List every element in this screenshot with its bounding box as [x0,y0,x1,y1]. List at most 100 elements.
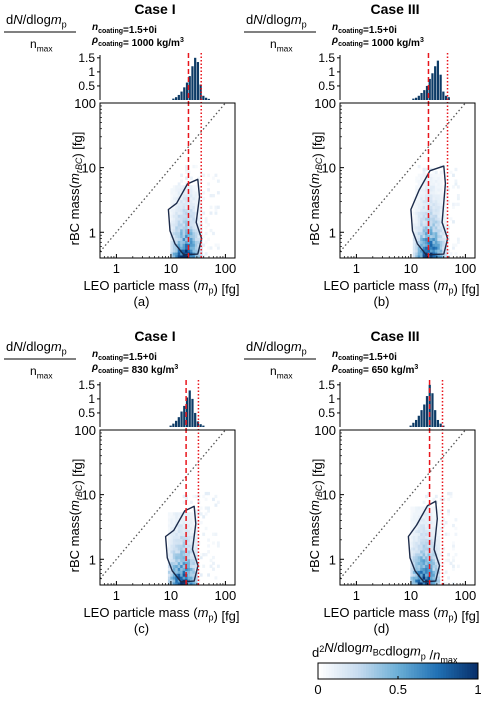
hist-bar [174,97,178,100]
heatmap-cell [199,231,203,236]
y-tick-label: 10 [322,488,336,503]
heatmap-cell [172,573,176,577]
colorbar-title-part: d [312,645,319,660]
colorbar-cell [475,663,479,679]
heatmap-cell [182,234,186,239]
heatmap-cell [454,526,458,531]
heatmap-cell [412,506,416,510]
heatmap-cell [175,246,179,250]
x-tick-label: 100 [455,588,477,603]
heatmap-cell [417,570,421,574]
heatmap-cell [202,532,206,536]
n-coating-label-part: coating [98,28,123,35]
case-title: Case I [134,328,175,344]
heatmap-cell [192,515,196,519]
hist-label-numerator: dN/dlogmp [246,339,307,357]
heatmap-cell [182,240,186,244]
heatmap-cell [185,567,188,571]
heatmap-cell [415,547,419,551]
hist-label-denominator-part: max [37,370,54,380]
heatmap-cell [437,538,441,542]
heatmap-cell [425,544,428,548]
heatmap-cell [429,196,433,201]
heatmap-cell [182,494,186,499]
heatmap-cell [456,237,460,241]
heatmap-cell [420,226,424,230]
heatmap-cell [170,535,174,539]
heatmap-cell [420,208,424,212]
heatmap-cell [172,252,176,256]
hist-label-numerator-part: d [6,12,13,27]
heatmap-cell [442,497,446,502]
heatmap-cell [167,576,171,580]
heatmap-cell [429,567,433,571]
heatmap-cell [192,194,196,198]
heatmap-cell [199,506,203,510]
heatmap-cell [182,208,186,212]
heatmap-cell [439,220,443,224]
heatmap-cell [204,240,208,244]
heatmap-cell [432,535,436,539]
heatmap-cell [175,573,179,577]
heatmap-cell [197,176,201,180]
x-tick-label: 100 [215,588,237,603]
heatmap-cell [452,567,455,571]
heatmap-cell [432,567,436,571]
heatmap-cell [170,240,174,244]
heatmap-cell [214,503,218,507]
heatmap-cell [425,191,428,195]
heatmap-cell [420,538,424,542]
heatmap-cell [175,512,179,516]
heatmap-cell [182,194,186,198]
n-coating-label-part: n [92,349,98,360]
heatmap-cell [192,246,196,250]
heatmap-cell [194,553,198,557]
heatmap-cell [425,555,428,560]
heatmap-cell [417,249,421,253]
colorbar-title-part: p [421,651,426,661]
hist-label-denominator: nmax [270,37,293,53]
heatmap-cell [437,211,441,215]
heatmap-cell [185,544,188,548]
heatmap-cell [420,544,424,548]
heatmap-cell [192,521,196,525]
heatmap-cell [194,526,198,531]
heatmap-cell [429,214,433,218]
heatmap-cell [172,214,176,218]
x-axis-label: LEO particle mass (mp) [fg] [323,278,479,297]
heatmap-cell [417,173,421,177]
heatmap-cell [425,576,428,580]
colorbar-cell [398,663,402,679]
heatmap-cell [427,529,431,534]
heatmap-cell [172,249,176,253]
heatmap-cell [415,509,419,513]
heatmap-cell [175,255,179,259]
hist-y-tick-label: 1 [88,392,95,406]
hist-bar [202,425,205,427]
heatmap-cell [187,564,191,568]
x-axis-label-part: LEO particle mass ( [323,278,438,293]
heatmap-cell [187,240,191,244]
heatmap-cell [420,217,424,221]
heatmap-cell [187,526,191,531]
heatmap-cell [422,550,426,554]
heatmap-cell [216,564,220,568]
heatmap-cell [427,544,431,548]
heatmap-cell [425,561,428,566]
heatmap-cell [427,194,431,198]
heatmap-cell [412,214,416,218]
heatmap-cell [185,211,188,215]
heatmap-cell [417,579,421,583]
heatmap-cell [189,223,193,227]
x-axis-label-part: LEO particle mass ( [323,605,438,620]
heatmap-cell [420,576,424,580]
heatmap-cell [425,521,428,525]
heatmap-cell [447,576,450,580]
heatmap-cell [194,523,198,528]
heatmap-cell [167,544,171,548]
y-axis-label-part: m [67,500,82,511]
heatmap-cell [434,544,438,548]
heatmap-cell [425,579,428,583]
heatmap-cell [185,188,188,192]
n-coating-label-part: =1.5+0i [123,25,157,36]
